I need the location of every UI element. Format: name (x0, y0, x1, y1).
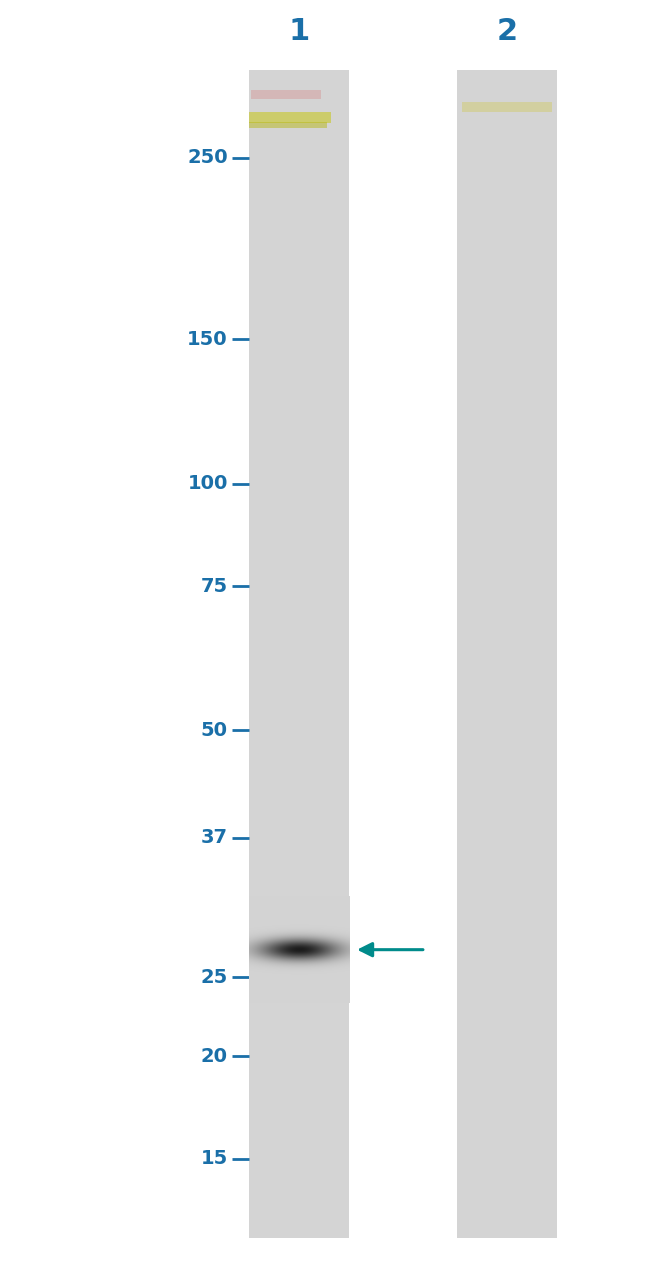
Bar (248, 122, 327, 128)
Bar (248, 70, 350, 1238)
Text: 1: 1 (289, 18, 309, 46)
Bar (462, 102, 552, 112)
Text: 20: 20 (201, 1046, 228, 1066)
Text: 2: 2 (497, 18, 517, 46)
Text: 25: 25 (201, 968, 228, 987)
Bar (248, 112, 332, 123)
Bar (251, 90, 321, 99)
Text: 15: 15 (201, 1149, 228, 1168)
Bar (456, 70, 558, 1238)
Text: 37: 37 (201, 828, 228, 847)
Text: 75: 75 (201, 577, 228, 596)
Text: 150: 150 (187, 330, 228, 349)
Text: 250: 250 (187, 149, 228, 168)
Text: 50: 50 (201, 721, 228, 740)
Text: 100: 100 (187, 474, 228, 493)
